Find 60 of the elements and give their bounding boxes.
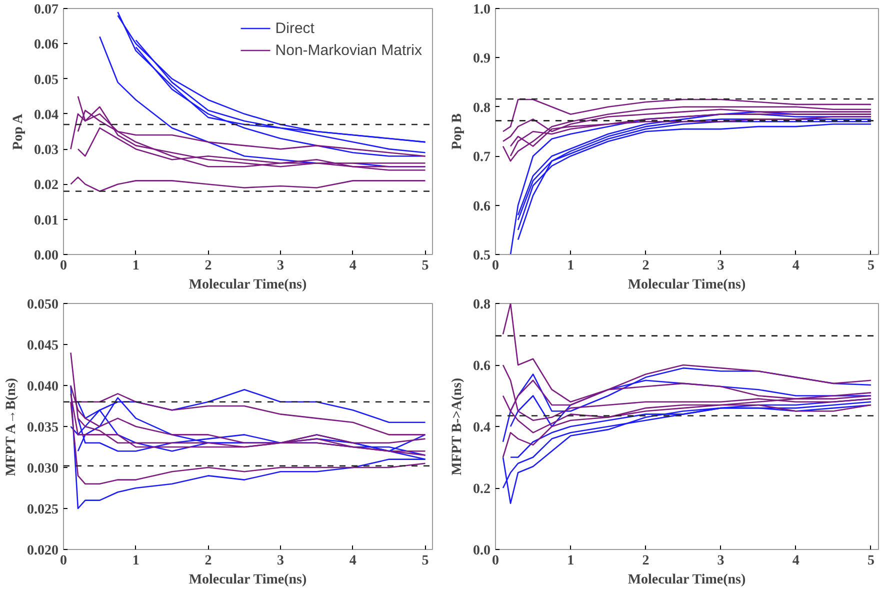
y-axis-title: MFPT B->A(ns) <box>450 378 465 476</box>
y-tick-label: 0.5 <box>473 248 490 264</box>
y-axis-title: Pop A <box>11 112 26 150</box>
y-tick-label: 0.040 <box>27 380 58 394</box>
y-tick-label: 0.2 <box>473 482 490 497</box>
y-tick-label: 0.025 <box>27 502 58 518</box>
x-tick-label: 2 <box>204 258 212 274</box>
x-tick-label: 0 <box>492 554 499 568</box>
y-tick-label: 0.07 <box>34 2 58 18</box>
x-tick-label: 5 <box>867 554 874 568</box>
y-tick-label: 0.045 <box>27 338 58 354</box>
y-tick-label: 0.05 <box>34 72 58 88</box>
y-tick-label: 0.030 <box>27 462 58 476</box>
y-tick-label: 0.0 <box>473 544 490 558</box>
x-tick-label: 3 <box>277 554 284 568</box>
x-tick-label: 1 <box>567 554 574 568</box>
x-tick-label: 0 <box>492 258 499 274</box>
x-tick-label: 4 <box>792 554 800 568</box>
y-tick-label: 0.035 <box>27 420 58 436</box>
x-tick-label: 1 <box>132 554 140 568</box>
y-tick-label: 0.050 <box>27 298 58 312</box>
y-tick-label: 0.06 <box>34 38 58 53</box>
x-tick-label: 1 <box>132 258 140 274</box>
x-tick-label: 3 <box>717 258 724 274</box>
x-tick-label: 5 <box>422 554 429 568</box>
y-tick-label: 0.03 <box>34 143 58 158</box>
x-tick-label: 5 <box>867 258 874 274</box>
y-tick-label: 0.6 <box>473 199 490 214</box>
x-tick-label: 4 <box>792 258 800 274</box>
x-tick-label: 3 <box>277 258 284 274</box>
y-axis-title: MFPT A→B(ns) <box>4 378 19 476</box>
x-axis-title: Molecular Time(ns) <box>628 278 746 292</box>
x-tick-label: 3 <box>717 554 724 568</box>
y-tick-label: 0.7 <box>473 150 490 166</box>
legend-label: Direct <box>275 20 314 36</box>
y-tick-label: 0.020 <box>27 544 58 558</box>
x-tick-label: 0 <box>60 258 67 274</box>
x-tick-label: 0 <box>60 554 67 568</box>
x-tick-label: 2 <box>642 554 650 568</box>
y-tick-label: 0.6 <box>473 359 490 374</box>
y-axis-title: Pop B <box>450 113 465 150</box>
x-axis-title: Molecular Time(ns) <box>628 572 746 588</box>
y-tick-label: 1.0 <box>473 2 490 18</box>
x-tick-label: 4 <box>349 258 356 274</box>
x-tick-label: 1 <box>567 258 574 274</box>
y-tick-label: 0.01 <box>34 213 58 228</box>
x-axis-title: Molecular Time(ns) <box>188 572 307 588</box>
x-tick-label: 4 <box>349 554 356 568</box>
y-tick-label: 0.00 <box>34 248 58 264</box>
y-tick-label: 0.4 <box>473 420 490 436</box>
y-tick-label: 0.04 <box>34 108 58 123</box>
x-tick-label: 2 <box>204 554 212 568</box>
x-tick-label: 5 <box>422 258 429 274</box>
y-tick-label: 0.8 <box>473 100 490 116</box>
x-axis-title: Molecular Time(ns) <box>188 278 307 292</box>
x-tick-label: 2 <box>642 258 650 274</box>
legend-label: Non-Markovian Matrix <box>275 42 422 58</box>
y-tick-label: 0.02 <box>34 178 58 194</box>
y-tick-label: 0.9 <box>473 52 490 67</box>
y-tick-label: 0.8 <box>473 298 490 312</box>
